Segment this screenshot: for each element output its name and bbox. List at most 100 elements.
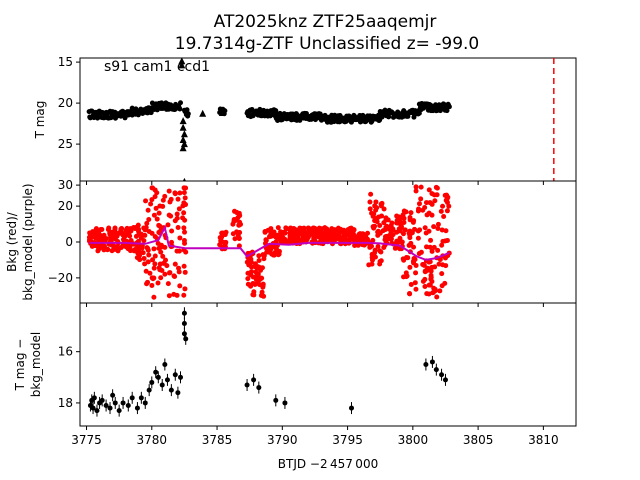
bkg-point [422, 284, 428, 290]
plot-area [86, 184, 452, 300]
bkg-point [144, 220, 150, 226]
bkg-point [283, 226, 289, 232]
diff-point [282, 400, 288, 406]
bkg-point [330, 228, 336, 234]
bkg-point [272, 250, 278, 256]
bkg-point [434, 185, 440, 191]
bkg-point [429, 212, 435, 218]
bkg-point [145, 279, 151, 285]
diff-point [429, 359, 435, 365]
upper-limit-triangle [179, 123, 187, 131]
chart-title-line1: AT2025knz ZTF25aaqemjr [214, 12, 437, 32]
bkg-point [413, 262, 419, 268]
bkg-point [413, 270, 419, 276]
diff-point [107, 405, 113, 411]
bkg-point [413, 188, 419, 194]
bkg-point [181, 238, 187, 244]
bkg-point [428, 272, 434, 278]
bkg-point [120, 237, 126, 243]
bkg-point [104, 247, 110, 253]
y-tick-label: 20 [58, 199, 73, 213]
bkg-point [317, 232, 323, 238]
lc-point [178, 100, 184, 106]
bkg-point [146, 252, 152, 258]
bkg-point [181, 190, 187, 196]
bkg-point [152, 234, 158, 240]
bkg-point [93, 227, 99, 233]
bkg-point [396, 214, 402, 220]
bkg-point [426, 291, 432, 297]
bkg-point [150, 257, 156, 263]
bkg-point [427, 259, 433, 265]
bkg-point [95, 245, 101, 251]
bkg-point [156, 210, 162, 216]
bkg-model-line [89, 224, 450, 261]
bkg-point [176, 265, 182, 271]
bkg-point [176, 269, 182, 275]
bkg-point [420, 207, 426, 213]
bkg-point [158, 275, 164, 281]
bkg-point [151, 294, 157, 300]
bkg-point [248, 259, 254, 265]
upper-limit-triangle [178, 61, 186, 69]
bkg-point [167, 270, 173, 276]
bkg-point [420, 278, 426, 284]
bkg-point [282, 230, 288, 236]
bkg-point [245, 276, 251, 282]
bkg-point [177, 190, 183, 196]
x-tick-label: 3780 [137, 433, 168, 447]
bkg-point [418, 184, 424, 190]
y-tick-label: 16 [58, 345, 73, 359]
x-axis-label: BTJD −2 457 000 [278, 457, 378, 471]
diff-point [138, 395, 144, 401]
bkg-point [439, 271, 445, 277]
panel-bottom-ylabel-line2: bkg_model [29, 332, 43, 398]
y-tick-label: 30 [58, 178, 73, 192]
bkg-point [145, 247, 151, 253]
bkg-point [158, 249, 164, 255]
bkg-point [416, 201, 422, 207]
bkg-point [369, 210, 375, 216]
bkg-point [219, 234, 225, 240]
bkg-point [358, 233, 364, 239]
lc-point [177, 106, 183, 112]
bkg-point [413, 286, 419, 292]
diff-point [181, 321, 187, 326]
bkg-point [394, 238, 400, 244]
upper-limit-triangle [180, 130, 188, 138]
bkg-point [257, 276, 263, 282]
bkg-point [87, 234, 93, 240]
bkg-point [115, 244, 121, 250]
bkg-point [441, 213, 447, 219]
bkg-point [105, 227, 111, 233]
panel-top-tmag: 15 20 25 30 s91 cam1 ccd1 T mag [33, 55, 577, 192]
bkg-point [403, 270, 409, 276]
bkg-point [134, 255, 140, 261]
y-tick-label: 18 [58, 396, 73, 410]
bkg-point [373, 207, 379, 213]
diff-point [433, 367, 439, 373]
bkg-point [372, 223, 378, 229]
bkg-point [156, 265, 162, 271]
bkg-point [382, 237, 388, 243]
bkg-point [407, 231, 413, 237]
bkg-point [167, 199, 173, 205]
bkg-point [315, 227, 321, 233]
bkg-point [325, 232, 331, 238]
upper-limit-triangle [178, 58, 186, 65]
diff-point [120, 400, 126, 406]
panel-middle-ylabel-line1: Bkg (red)/ [5, 211, 19, 272]
bkg-point [437, 288, 443, 294]
bkg-point [101, 234, 107, 240]
bkg-point [378, 258, 384, 264]
bkg-point [153, 205, 159, 211]
bkg-point [143, 198, 149, 204]
bkg-point [166, 293, 172, 299]
diff-point [110, 392, 116, 398]
panel-top-yticks: 15 20 25 30 [58, 55, 80, 192]
bkg-point [377, 230, 383, 236]
bkg-point [109, 248, 115, 254]
panel-middle-bkg: −20 0 20 Bkg (red)/ bkg_model (purple) [5, 180, 577, 307]
diff-point [244, 382, 250, 388]
